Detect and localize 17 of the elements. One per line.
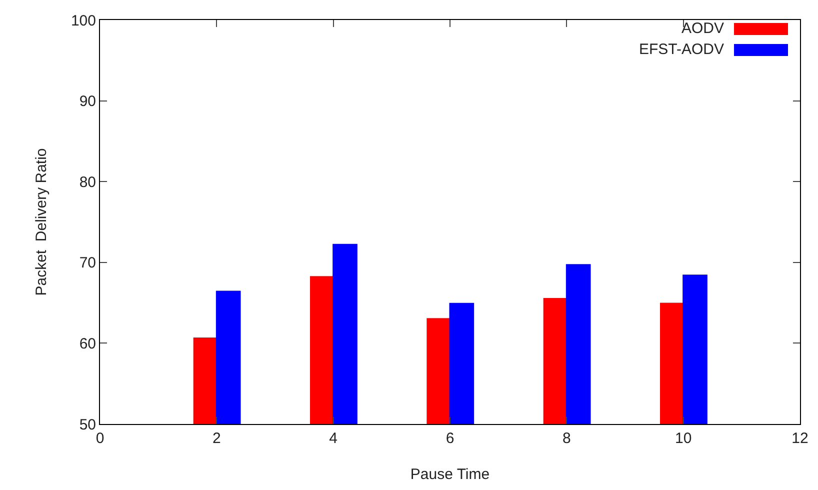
y-tick-label: 100 [70,12,96,30]
y-tick-label: 90 [79,93,96,110]
legend-label: EFST-AODV [638,41,724,58]
x-tick-label: 4 [329,430,338,447]
y-tick-label: 50 [79,416,96,434]
y-tick-label: 70 [79,254,96,272]
legend-label: AODV [681,20,724,37]
y-tick-label: 60 [79,335,96,352]
x-tick-label: 2 [212,430,221,447]
x-tick-label: 6 [446,430,454,447]
x-tick-label: 10 [674,430,692,447]
x-tick-label: 0 [96,430,104,447]
x-tick-label: 8 [562,430,571,447]
y-axis-title: Packet Delivery Ratio [33,148,50,296]
x-axis-title: Pause Time [410,466,490,483]
y-tick-label: 80 [79,174,96,191]
x-tick-label: 12 [792,430,808,447]
